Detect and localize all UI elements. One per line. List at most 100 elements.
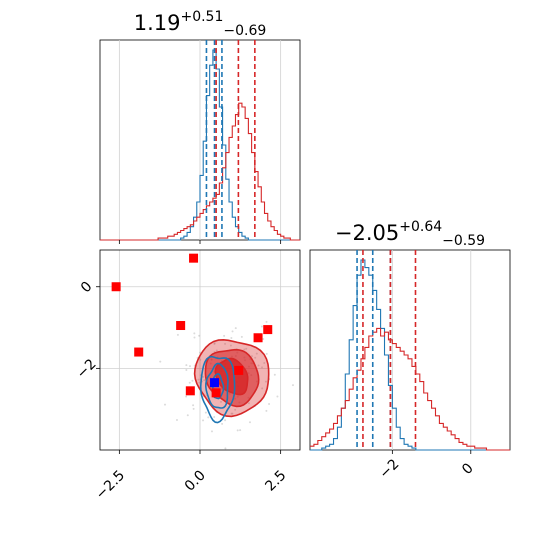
panel-grid	[391, 250, 472, 450]
markers	[111, 253, 273, 398]
scatter-point	[250, 355, 253, 358]
panel-grid	[100, 250, 300, 450]
scatter-point	[229, 344, 232, 347]
scatter-point	[213, 342, 216, 345]
histogram-series	[100, 49, 300, 241]
histogram-line	[310, 259, 510, 451]
scatter-point	[224, 447, 227, 450]
scatter-point	[192, 407, 195, 410]
scatter-point	[264, 380, 267, 383]
scatter-point	[230, 337, 233, 340]
scatter-point	[236, 429, 239, 432]
scatter-point	[223, 334, 226, 337]
scatter-point	[265, 409, 268, 412]
scatter-point	[231, 330, 234, 333]
x-ticks: −2.5 0.0 2.5	[93, 450, 289, 503]
scatter-point	[215, 349, 218, 352]
blue-contour-level	[199, 355, 236, 424]
title-plus: +0.51	[180, 9, 223, 25]
histogram-series	[310, 259, 510, 451]
scatter-point	[265, 320, 268, 323]
blue-marker	[210, 378, 220, 388]
scatter-point	[191, 379, 194, 382]
x-ticks	[118, 240, 282, 244]
scatter-point	[198, 334, 201, 337]
scatter-point	[198, 381, 201, 384]
scatter-point	[230, 412, 233, 415]
scatter-point	[268, 402, 271, 405]
scatter-point	[199, 351, 202, 354]
quantile-lines	[356, 250, 417, 450]
panel-grid	[118, 40, 282, 240]
tick-label: −2.5	[93, 468, 128, 503]
scatter-point	[175, 419, 178, 422]
scatter-point	[204, 411, 207, 414]
blue-contour-level	[204, 362, 229, 409]
scatter-point	[224, 342, 227, 345]
scatter-point	[220, 400, 223, 403]
scatter-point	[260, 325, 263, 328]
scatter-point	[185, 395, 188, 398]
scatter-point	[257, 364, 260, 367]
title-plus: +0.64	[399, 219, 442, 235]
scatter-point	[193, 336, 196, 339]
red-marker	[211, 388, 221, 398]
scatter-point	[213, 416, 216, 419]
x-ticks: −2 0	[377, 450, 477, 482]
red-marker	[185, 386, 195, 396]
red-marker	[234, 365, 244, 375]
panel-title: −2.05+0.64−0.59	[335, 219, 485, 249]
scatter-point	[164, 403, 167, 406]
scatter-point	[263, 361, 266, 364]
scatter-point	[221, 422, 224, 425]
tick-label: −2	[74, 356, 100, 382]
tick-label: 0.0	[182, 468, 209, 495]
scatter-point	[255, 352, 258, 355]
scatter-point	[199, 358, 202, 361]
y-ticks: −2 0	[74, 279, 100, 382]
tick-label: 0	[78, 279, 96, 297]
red-marker	[189, 253, 199, 263]
scatter-point	[262, 337, 265, 340]
scatter-point	[243, 348, 246, 351]
scatter-point	[254, 356, 257, 359]
scatter-point	[197, 378, 200, 381]
scatter-point	[261, 387, 264, 390]
panel-title: 1.19+0.51−0.69	[134, 9, 267, 39]
scatter-point	[248, 421, 251, 424]
scatter-point	[224, 419, 227, 422]
scatter-point	[193, 332, 196, 335]
scatter-point	[207, 416, 210, 419]
joint-panel: −2.5 0.0 2.5 −2 0	[74, 249, 301, 503]
scatter-point	[186, 414, 189, 417]
red-marker	[111, 282, 121, 292]
marginal-panel-param2: −2 0 −2.05+0.64−0.59	[309, 219, 511, 482]
scatter-point	[239, 429, 242, 432]
quantile-lines	[205, 40, 256, 240]
red-marker	[263, 325, 273, 335]
title-value: −2.05	[335, 221, 399, 245]
histogram-line	[310, 327, 510, 451]
scatter-point	[202, 375, 205, 378]
tick-label: −2	[377, 456, 403, 482]
title-minus: −0.69	[223, 23, 266, 39]
tick-label: 2.5	[262, 468, 289, 495]
scatter-point	[188, 381, 191, 384]
scatter-point	[234, 408, 237, 411]
scatter-point	[240, 335, 243, 338]
scatter-point	[192, 404, 195, 407]
red-marker	[176, 321, 186, 331]
tick-label: 0	[459, 460, 477, 478]
scatter-point	[203, 379, 206, 382]
scatter-point	[265, 352, 268, 355]
red-marker	[134, 347, 144, 357]
scatter-point	[273, 373, 276, 376]
scatter-point	[159, 360, 162, 363]
panel-frame	[309, 249, 511, 451]
marginal-panel-param1: 1.19+0.51−0.69	[99, 9, 301, 244]
scatter-point	[276, 395, 279, 398]
scatter-point	[234, 327, 237, 330]
scatter-point	[247, 402, 250, 405]
red-marker	[253, 333, 263, 343]
